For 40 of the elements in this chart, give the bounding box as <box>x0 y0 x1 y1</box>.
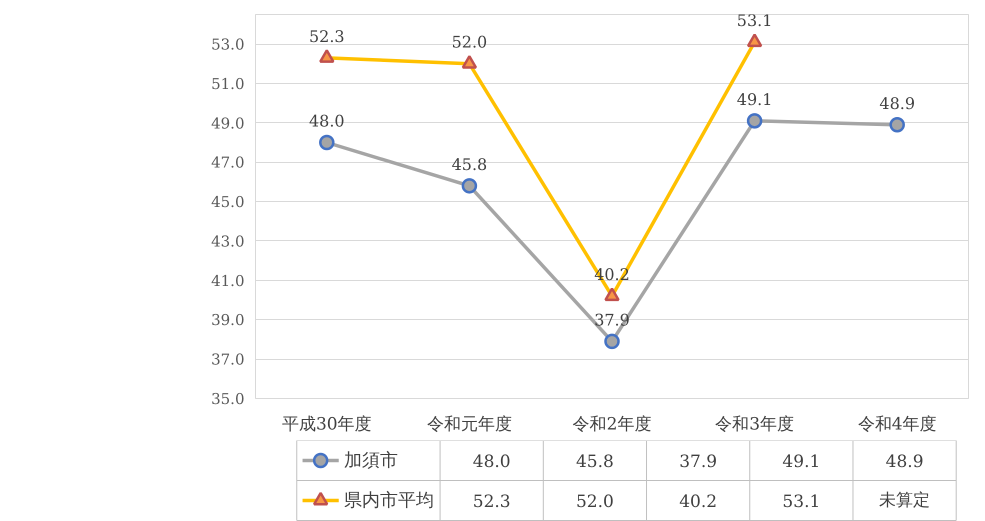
x-tick-label: 令和元年度 <box>426 414 512 434</box>
y-tick-label: 47.0 <box>211 154 245 172</box>
text: 52.3 <box>472 492 511 512</box>
point <box>604 334 620 350</box>
data-label: 48.0 <box>308 112 345 130</box>
x-tick-label: 平成30年度 <box>282 414 372 434</box>
point <box>319 134 335 150</box>
data-label: 52.0 <box>452 32 488 52</box>
text: 45.8 <box>576 452 614 472</box>
text: 37.9 <box>679 452 718 472</box>
y-tick-label: 35.0 <box>211 390 245 408</box>
text: 49.1 <box>782 452 820 472</box>
y-tick-label: 37.0 <box>211 350 245 369</box>
y-tick-label: 53.0 <box>211 36 245 54</box>
point <box>462 178 478 194</box>
data-label: 52.3 <box>308 26 345 46</box>
x-tick-label: 令和3年度 <box>715 414 794 434</box>
data-label: 49.1 <box>736 90 772 109</box>
data-label: 53.1 <box>736 11 772 30</box>
text: 48.0 <box>472 452 511 472</box>
x-tick-label: 令和2年度 <box>572 414 652 434</box>
point <box>889 117 905 133</box>
text: 52.0 <box>576 492 614 512</box>
y-tick-label: 41.0 <box>211 272 245 290</box>
y-tick-label: 51.0 <box>211 74 245 93</box>
y-tick-label: 49.0 <box>211 114 245 132</box>
y-tick-label: 39.0 <box>211 311 245 330</box>
text: 40.2 <box>679 492 718 512</box>
y-tick-label: 43.0 <box>211 232 245 250</box>
data-label: 45.8 <box>452 154 488 174</box>
text: 未算定 <box>879 490 930 510</box>
data-label: 37.9 <box>594 310 630 330</box>
x-tick-label: 令和4年度 <box>858 414 937 434</box>
legend-label: 県内市平均 <box>344 490 434 511</box>
text: 53.1 <box>782 492 820 512</box>
y-tick-label: 45.0 <box>211 193 245 212</box>
point <box>746 113 762 129</box>
legend-label: 加須市 <box>344 450 398 471</box>
text: 48.9 <box>886 452 924 472</box>
data-label: 48.9 <box>879 94 916 113</box>
